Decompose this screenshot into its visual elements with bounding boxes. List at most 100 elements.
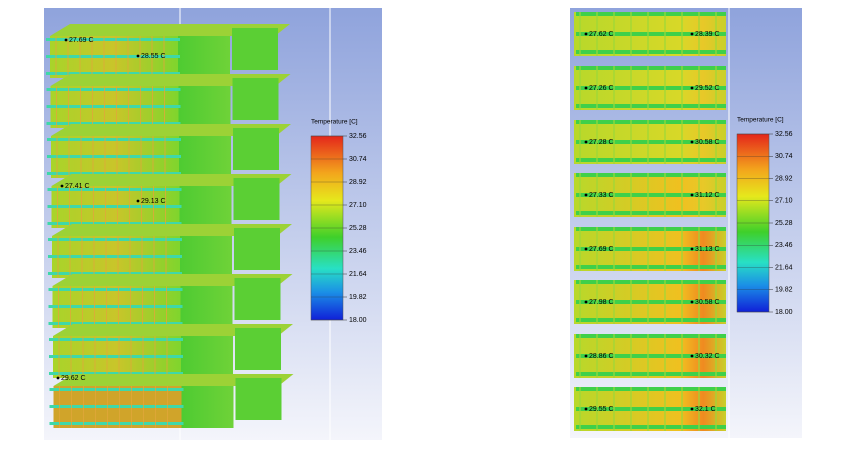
- legend-tick-label: 25.28: [775, 220, 793, 227]
- legend-tick-label: 32.56: [349, 133, 367, 140]
- probe-dot: [690, 86, 694, 90]
- probe-label: 31.13 C: [695, 246, 720, 253]
- probe-label: 28.39 C: [695, 31, 720, 38]
- probe-dot: [584, 32, 588, 36]
- probe-label: 27.69 C: [589, 246, 614, 253]
- probe-label: 27.33 C: [589, 192, 614, 199]
- cooling-bar: [49, 388, 184, 391]
- probe-label: 27.98 C: [589, 299, 614, 306]
- cooling-bar: [46, 72, 180, 75]
- cooling-bar: [47, 205, 182, 208]
- module-back: [232, 28, 278, 70]
- legend-tick-label: 21.64: [775, 264, 793, 271]
- probe-dot: [584, 193, 588, 197]
- module-top: [50, 74, 291, 86]
- probe-label: 27.26 C: [589, 85, 614, 92]
- cooling-bar: [49, 405, 184, 408]
- module-back: [235, 328, 281, 370]
- probe-dot: [690, 193, 694, 197]
- module-top: [53, 374, 294, 386]
- cooling-bar: [576, 50, 726, 54]
- probe-dot: [64, 38, 68, 42]
- cooling-bar: [576, 227, 726, 231]
- legend-tick-label: 19.82: [349, 294, 367, 301]
- legend-tick-label: 28.92: [349, 179, 367, 186]
- legend-tick-label: 30.74: [775, 153, 793, 160]
- module-side: [179, 136, 231, 178]
- legend-tick-label: 18.00: [349, 317, 367, 324]
- module-top: [51, 174, 292, 186]
- probe-label: 28.55 C: [141, 53, 166, 60]
- module-back: [234, 228, 280, 270]
- cooling-bar: [576, 300, 726, 304]
- module-top: [50, 24, 290, 36]
- probe-label: 27.69 C: [69, 37, 94, 44]
- probe-dot: [584, 300, 588, 304]
- probe-label: 30.32 C: [695, 353, 720, 360]
- module-side: [179, 186, 232, 228]
- cooling-bar: [576, 280, 726, 284]
- cooling-bar: [46, 88, 181, 91]
- module-side: [181, 386, 234, 428]
- cooling-bar: [49, 355, 183, 358]
- probe-dot: [584, 354, 588, 358]
- legend-tick-label: 30.74: [349, 156, 367, 163]
- legend-tick-label: 23.46: [349, 248, 367, 255]
- cooling-bar: [46, 55, 180, 58]
- cooling-bar: [47, 138, 181, 141]
- cooling-bar: [576, 193, 726, 197]
- module-back: [235, 378, 282, 420]
- cooling-bar: [49, 422, 184, 425]
- cooling-bar: [576, 425, 726, 429]
- probe-dot: [136, 54, 140, 58]
- module-back: [232, 78, 279, 120]
- cooling-bar: [49, 372, 183, 375]
- probe-label: 31.12 C: [695, 192, 720, 199]
- probe-dot: [136, 199, 140, 203]
- legend-tick-label: 23.46: [775, 242, 793, 249]
- cooling-bar: [48, 305, 183, 308]
- cooling-bar: [47, 188, 182, 191]
- cooling-bar: [47, 172, 181, 175]
- probe-dot: [584, 86, 588, 90]
- cooling-bar: [576, 387, 726, 391]
- probe-dot: [584, 407, 588, 411]
- module-top: [53, 324, 293, 336]
- cooling-bar: [576, 247, 726, 251]
- cooling-bar: [576, 407, 726, 411]
- probe-dot: [690, 354, 694, 358]
- module-side: [178, 86, 231, 128]
- probe-dot: [584, 140, 588, 144]
- probe-dot: [690, 407, 694, 411]
- cooling-bar: [576, 211, 726, 215]
- cooling-bar: [48, 322, 183, 325]
- cooling-bar: [47, 155, 181, 158]
- legend-tick-label: 27.10: [349, 202, 367, 209]
- cooling-bar: [576, 318, 726, 322]
- probe-dot: [690, 140, 694, 144]
- module-top: [52, 274, 293, 286]
- cooling-bar: [48, 288, 183, 291]
- legend-title: Temperature [C]: [311, 119, 358, 126]
- probe-dot: [584, 247, 588, 251]
- cooling-bar: [49, 338, 183, 341]
- probe-label: 27.62 C: [589, 31, 614, 38]
- legend-tick-label: 27.10: [775, 198, 793, 205]
- cooling-bar: [48, 255, 182, 258]
- cooling-bar: [576, 140, 726, 144]
- cooling-bar: [576, 66, 726, 70]
- cooling-bar: [576, 173, 726, 177]
- module-back: [233, 128, 279, 170]
- cooling-bar: [576, 354, 726, 358]
- cooling-bar: [576, 372, 726, 376]
- cooling-bar: [46, 105, 181, 108]
- probe-label: 30.58 C: [695, 139, 720, 146]
- module-side: [178, 36, 230, 78]
- legend-tick-label: 21.64: [349, 271, 367, 278]
- cooling-bar: [576, 158, 726, 162]
- module-side: [180, 236, 232, 278]
- probe-label: 27.41 C: [65, 183, 90, 190]
- cooling-bar: [48, 238, 182, 241]
- legend-tick-label: 28.92: [775, 175, 793, 182]
